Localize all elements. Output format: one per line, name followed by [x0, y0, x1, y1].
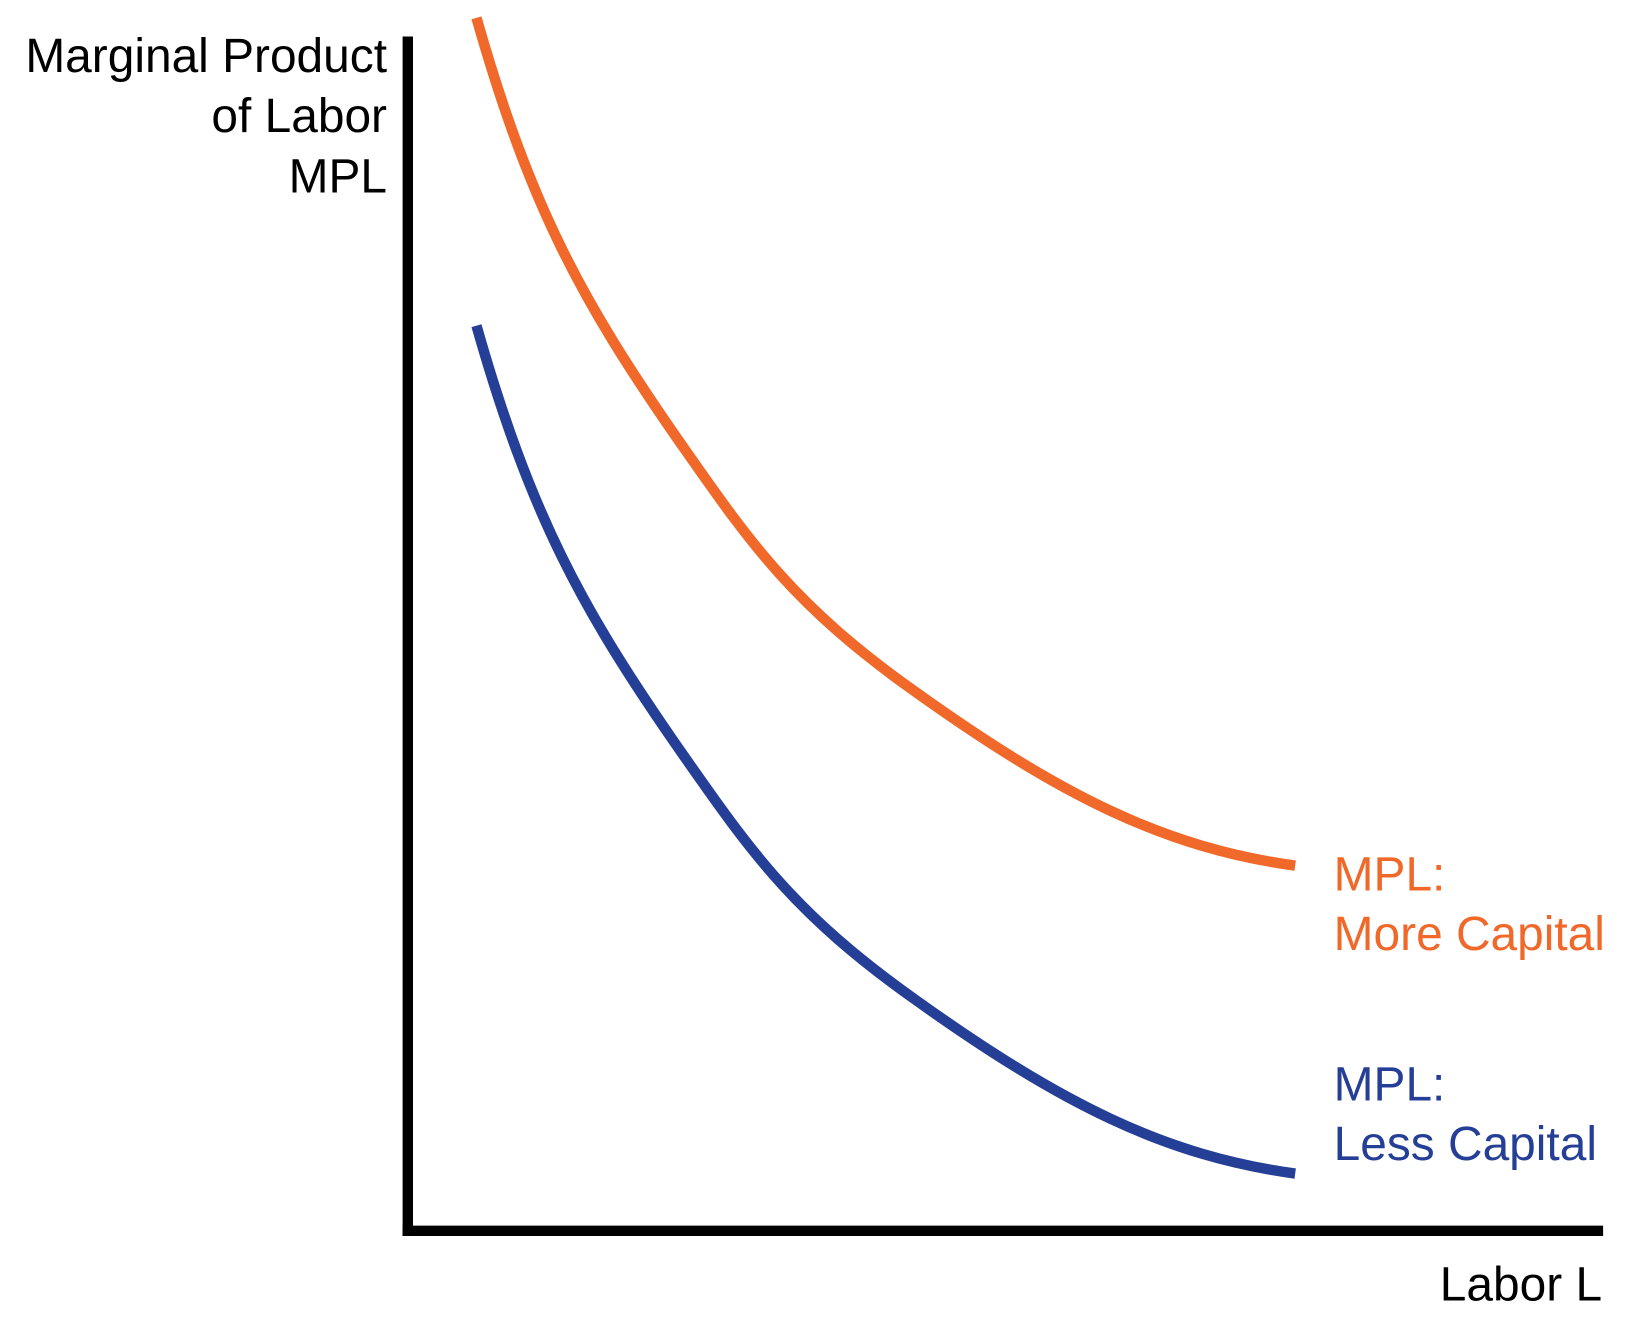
curve-label: Less Capital — [1334, 1118, 1597, 1171]
y-axis-label: MPL — [289, 151, 387, 204]
x-axis-label: Labor L — [1440, 1258, 1602, 1311]
y-axis-label: of Labor — [211, 90, 387, 143]
curve-label: MPL: — [1334, 849, 1446, 902]
curve-label: More Capital — [1334, 908, 1605, 961]
curve-less-capital — [471, 324, 1296, 1179]
curve-label: MPL: — [1334, 1059, 1446, 1112]
y-axis-label: Marginal Product — [25, 30, 387, 83]
curve-more-capital — [471, 16, 1296, 871]
